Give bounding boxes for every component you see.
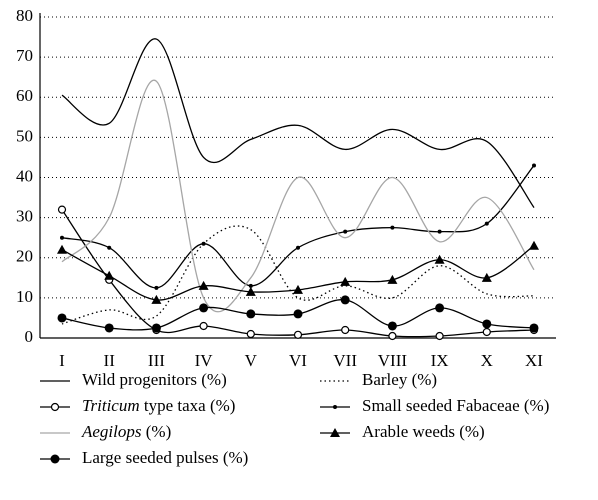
data-point <box>57 205 67 214</box>
data-point <box>104 270 115 280</box>
data-point <box>341 325 350 335</box>
data-point <box>532 163 536 168</box>
x-tick-label: III <box>148 351 165 370</box>
x-tick-label: I <box>59 351 65 370</box>
x-tick-label: IX <box>431 351 449 370</box>
y-tick-label: 0 <box>25 327 34 346</box>
y-tick-label: 60 <box>16 86 33 105</box>
data-point <box>387 274 398 284</box>
data-point <box>151 323 161 333</box>
data-point <box>246 309 256 319</box>
series-line <box>61 38 535 208</box>
y-tick-label: 70 <box>16 46 33 65</box>
data-point <box>435 303 445 313</box>
data-point <box>248 283 253 288</box>
data-point <box>529 240 539 250</box>
legend-label: Aegilops (%) <box>81 422 171 441</box>
data-point <box>390 225 395 230</box>
legend-marker <box>333 405 337 409</box>
data-point <box>199 321 208 331</box>
data-point <box>343 229 348 234</box>
y-tick-label: 10 <box>16 287 33 306</box>
legend-label: Triticum type taxa (%) <box>82 396 235 415</box>
data-point <box>388 331 397 341</box>
data-point <box>387 321 397 331</box>
data-point <box>296 245 300 250</box>
y-tick-label: 50 <box>16 126 33 145</box>
x-tick-label: VI <box>289 351 307 370</box>
data-point <box>246 329 255 339</box>
legend-label: Large seeded pulses (%) <box>82 448 248 467</box>
legend-marker <box>50 402 60 412</box>
data-point <box>154 285 159 290</box>
x-tick-label: V <box>245 351 258 370</box>
y-tick-label: 80 <box>16 6 33 25</box>
legend-label: Wild progenitors (%) <box>82 370 227 389</box>
data-point <box>198 280 209 290</box>
data-point <box>245 286 256 296</box>
data-point <box>481 272 492 282</box>
series-line <box>61 79 535 313</box>
data-point <box>60 235 64 240</box>
data-point <box>435 331 444 341</box>
data-point <box>529 323 539 333</box>
data-point <box>104 323 114 333</box>
x-tick-label: IV <box>195 351 214 370</box>
data-point <box>482 327 491 337</box>
data-point <box>434 254 445 264</box>
legend-label: Arable weeds (%) <box>362 422 485 441</box>
legend-label: Barley (%) <box>362 370 437 389</box>
x-tick-label: X <box>481 351 493 370</box>
data-point <box>437 229 442 234</box>
legend-marker <box>330 428 340 437</box>
data-point <box>293 284 303 294</box>
x-tick-label: VIII <box>378 351 408 370</box>
data-point <box>199 303 209 313</box>
data-point <box>57 244 67 254</box>
y-tick-label: 20 <box>16 247 33 266</box>
x-tick-label: VII <box>333 351 357 370</box>
x-tick-label: XI <box>525 351 543 370</box>
x-tick-label: II <box>104 351 116 370</box>
data-point <box>484 221 489 226</box>
y-tick-label: 40 <box>16 166 33 185</box>
data-point <box>57 313 67 323</box>
data-point <box>201 241 206 246</box>
data-point <box>293 330 303 339</box>
data-point <box>340 295 350 305</box>
data-point <box>293 309 303 319</box>
data-point <box>151 294 162 304</box>
y-tick-label: 30 <box>16 207 33 226</box>
legend-marker <box>50 454 60 464</box>
data-point <box>340 276 351 286</box>
data-point <box>107 245 112 250</box>
data-point <box>482 319 492 329</box>
legend-label: Small seeded Fabaceae (%) <box>362 396 549 415</box>
